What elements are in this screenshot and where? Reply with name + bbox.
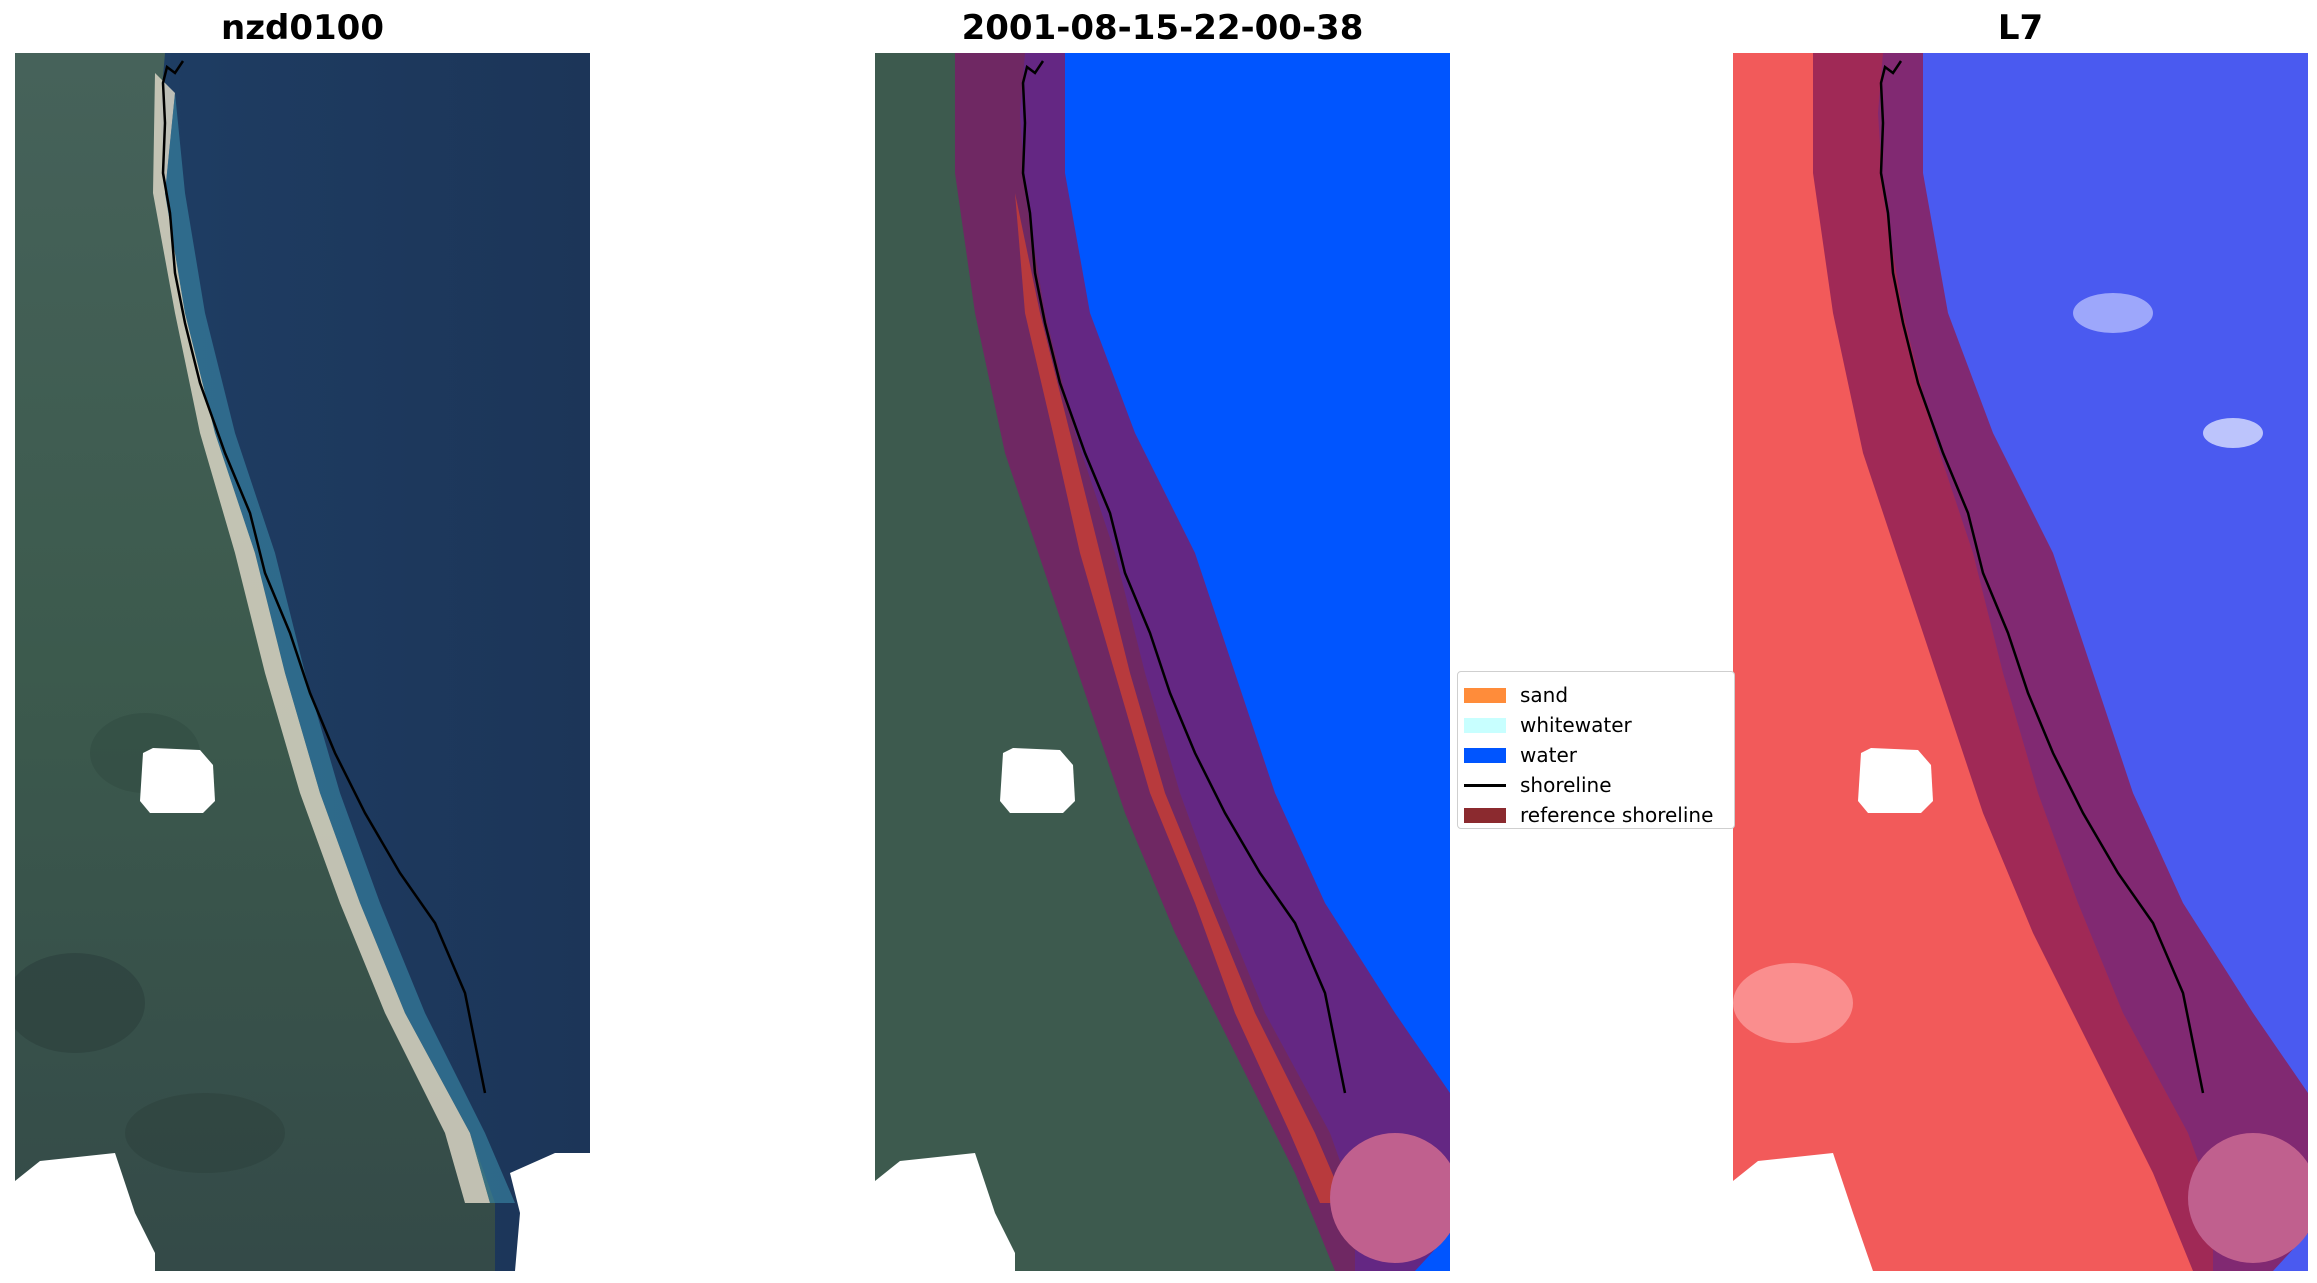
legend-label: shoreline [1520,773,1612,797]
rgb-image [15,53,590,1271]
legend-swatch-water [1464,747,1506,763]
nodata-mask [875,1153,1015,1271]
nodata-mask [15,1153,155,1271]
classification-panel [875,53,1450,1271]
cloud-mask [140,748,215,813]
legend-item-water: water [1458,740,1734,770]
nodata-mask [510,1153,590,1271]
cloud-mask [1000,748,1075,813]
shoreline-line [1021,60,1347,1094]
bright-patch [1733,963,1853,1043]
buffer-end-cap [1330,1133,1450,1263]
reference-shoreline-buffer [1813,53,2308,1271]
legend-item-shoreline: shoreline [1458,770,1734,800]
legend-swatch-whitewater [1464,717,1506,733]
vegetation-patch [15,953,145,1053]
vegetation-patch [125,1093,285,1173]
legend-label: sand [1520,683,1569,707]
buffer-end-cap [2188,1133,2308,1263]
legend-item-whitewater: whitewater [1458,710,1734,740]
legend-item-sand: sand [1458,680,1734,710]
legend-item-reference-shoreline: reference shoreline [1458,800,1734,830]
reference-shoreline-buffer [955,53,1450,1271]
index-panel [1733,53,2308,1271]
legend-swatch-reference-shoreline [1464,807,1506,823]
cloud-mask [1858,748,1933,813]
legend: sand whitewater water shoreline referenc… [1457,671,1735,829]
cloud-patch [2203,418,2263,448]
index-image [1733,53,2308,1271]
shoreline-line [1879,60,2205,1094]
legend-line-shoreline [1464,783,1506,787]
legend-swatch-sand [1464,687,1506,703]
panel-title-middle: 2001-08-15-22-00-38 [961,8,1364,48]
shoreline-line [161,60,487,1094]
legend-label: water [1520,743,1577,767]
legend-label: whitewater [1520,713,1632,737]
legend-label: reference shoreline [1520,803,1714,827]
cloud-patch [2073,293,2153,333]
panel-title-right: L7 [1997,8,2044,48]
panel-title-left: nzd0100 [221,8,384,48]
classification-image [875,53,1450,1271]
rgb-image-panel [15,53,590,1271]
nodata-mask [1733,1153,1873,1271]
